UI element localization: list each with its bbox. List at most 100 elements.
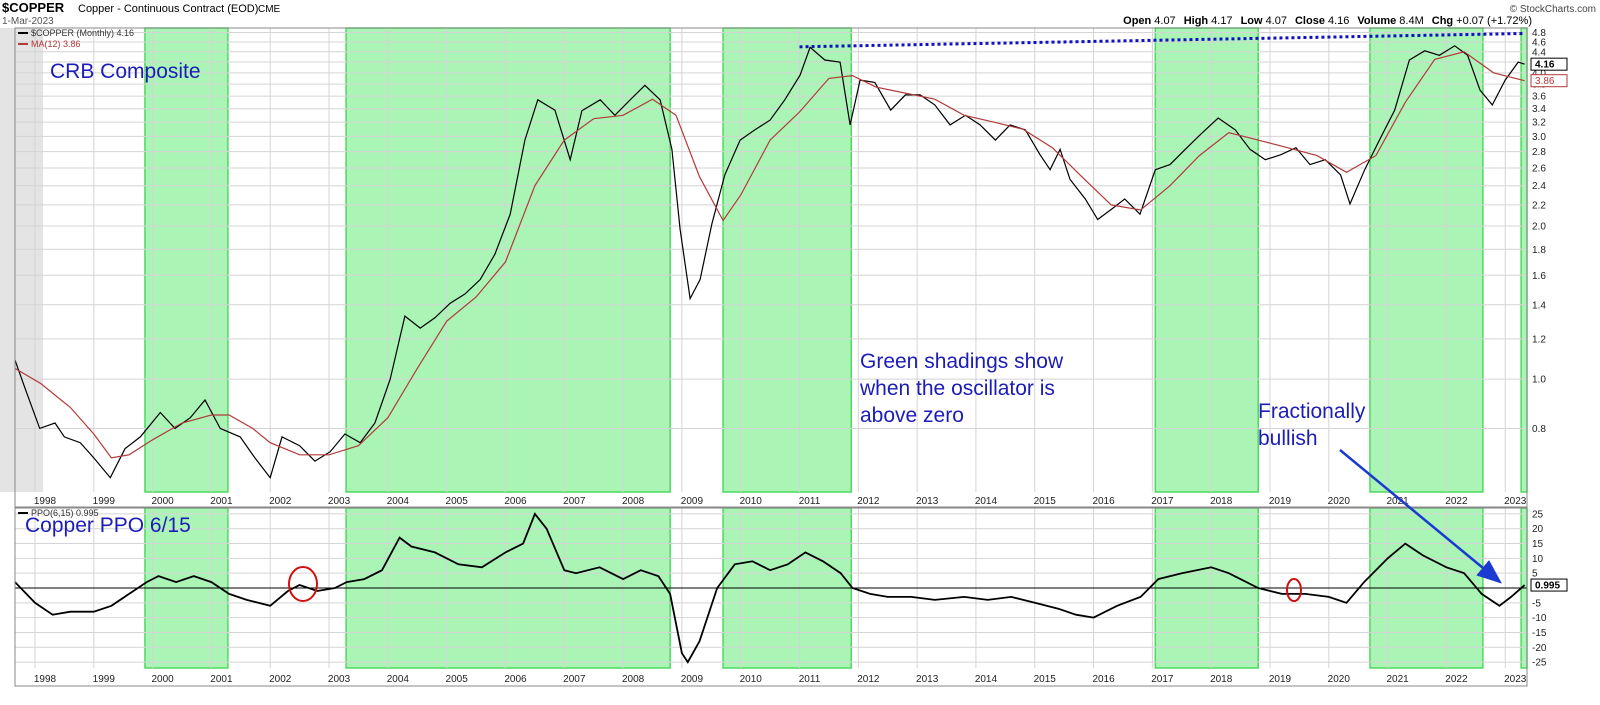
x-tick-label: 1999: [93, 674, 116, 685]
x-tick-label: 2001: [210, 496, 233, 507]
x-tick-label: 2020: [1328, 496, 1351, 507]
last-value-box: [1530, 578, 1568, 592]
y-tick-label: -15: [1532, 628, 1547, 639]
x-tick-label: 2023: [1504, 496, 1527, 507]
quote-label: Low: [1241, 15, 1263, 27]
instrument-name: Copper - Continuous Contract (EOD): [78, 3, 258, 15]
x-tick-label: 2000: [151, 496, 174, 507]
x-tick-label: 2002: [269, 674, 292, 685]
x-tick-label: 2013: [916, 496, 939, 507]
x-tick-label: 2015: [1034, 496, 1057, 507]
x-tick-label: 2022: [1445, 674, 1468, 685]
y-tick-label: 2.0: [1532, 221, 1546, 232]
x-tick-label: 2012: [857, 496, 880, 507]
x-tick-label: 2017: [1151, 674, 1174, 685]
y-tick-label: 5: [1532, 569, 1538, 580]
y-tick-label: 0.8: [1532, 424, 1546, 435]
x-tick-label: 2004: [387, 496, 410, 507]
date: 1-Mar-2023: [2, 16, 54, 27]
x-tick-label: 2007: [563, 674, 586, 685]
x-tick-label: 2005: [446, 496, 469, 507]
x-tick-label: 2003: [328, 496, 351, 507]
y-tick-label: -25: [1532, 658, 1547, 669]
quote-value: 4.07: [1154, 15, 1175, 27]
y-tick-label: 2.8: [1532, 147, 1546, 158]
y-tick-label: -10: [1532, 613, 1547, 624]
shaded-period: [1520, 27, 1528, 493]
last-value-label: 4.16: [1535, 60, 1555, 71]
y-tick-label: 2.6: [1532, 164, 1546, 175]
x-tick-label: 2000: [151, 674, 174, 685]
x-tick-label: 2016: [1092, 496, 1115, 507]
arrow: [1339, 449, 1502, 584]
y-tick-label: 1.0: [1532, 375, 1546, 386]
y-tick-label: 10: [1532, 554, 1544, 565]
quote-value: +0.07 (+1.72%): [1456, 15, 1532, 27]
x-tick-label: 2011: [799, 674, 821, 685]
x-tick-label: 2011: [799, 496, 821, 507]
quote-value: 8.4M: [1399, 15, 1423, 27]
last-value-label: 3.86: [1535, 76, 1555, 87]
y-tick-label: -20: [1532, 643, 1547, 654]
y-tick-label: -5: [1532, 598, 1541, 609]
x-tick-label: 1999: [93, 496, 116, 507]
x-tick-label: 2018: [1210, 496, 1233, 507]
last-value-box: [1530, 74, 1568, 88]
quote-label: Open: [1123, 15, 1151, 27]
x-tick-label: 2010: [740, 674, 763, 685]
x-tick-label: 2022: [1445, 496, 1468, 507]
panel-frame: [14, 27, 1528, 508]
panel-title: CRB Composite: [50, 60, 201, 83]
x-tick-label: 2021: [1386, 496, 1409, 507]
highlight-circle: [1286, 578, 1302, 602]
highlight-circle: [288, 566, 318, 602]
last-value-box: [1530, 57, 1568, 71]
x-tick-label: 2021: [1386, 674, 1409, 685]
y-tick-label: 1.2: [1532, 334, 1546, 345]
credit: © StockCharts.com: [1510, 4, 1596, 15]
y-tick-label: 25: [1532, 509, 1544, 520]
x-tick-label: 2014: [975, 674, 998, 685]
x-tick-label: 2009: [681, 496, 704, 507]
x-tick-label: 2015: [1034, 674, 1057, 685]
panel-title: Copper PPO 6/15: [25, 514, 191, 537]
no-data-band: [0, 28, 43, 492]
x-tick-label: 2017: [1151, 496, 1174, 507]
x-tick-label: 1998: [34, 674, 57, 685]
x-tick-label: 2014: [975, 496, 998, 507]
legend-label: PPO(6,15) 0.995: [31, 508, 99, 518]
shaded-period: [722, 27, 853, 493]
series-line: [15, 51, 1525, 459]
quote-label: High: [1184, 15, 1209, 27]
x-tick-label: 2016: [1092, 674, 1115, 685]
quote-label: Volume: [1357, 15, 1396, 27]
y-tick-label: 1.4: [1532, 300, 1546, 311]
x-tick-label: 2023: [1504, 674, 1527, 685]
x-tick-label: 2018: [1210, 674, 1233, 685]
y-tick-label: 1.6: [1532, 271, 1546, 282]
shaded-period: [345, 27, 671, 493]
x-tick-label: 2013: [916, 674, 939, 685]
x-tick-label: 2005: [446, 674, 469, 685]
x-tick-label: 1998: [34, 496, 57, 507]
symbol: $COPPER: [2, 0, 65, 15]
quote-label: Chg: [1432, 15, 1453, 27]
panel-frame: [14, 507, 1528, 687]
quote-label: Close: [1295, 15, 1325, 27]
y-tick-label: 4.4: [1532, 47, 1546, 58]
x-tick-label: 2010: [740, 496, 763, 507]
x-tick-label: 2002: [269, 496, 292, 507]
x-tick-label: 2006: [504, 496, 527, 507]
x-tick-label: 2006: [504, 674, 527, 685]
annotation: above zero: [860, 404, 964, 427]
x-tick-label: 2012: [857, 674, 880, 685]
y-tick-label: 3.4: [1532, 104, 1546, 115]
quote-value: 4.16: [1328, 15, 1349, 27]
x-tick-label: 2007: [563, 496, 586, 507]
series-line: [15, 45, 1525, 480]
legend-label: MA(12) 3.86: [31, 39, 81, 49]
y-tick-label: 2.4: [1532, 181, 1546, 192]
x-tick-label: 2003: [328, 674, 351, 685]
